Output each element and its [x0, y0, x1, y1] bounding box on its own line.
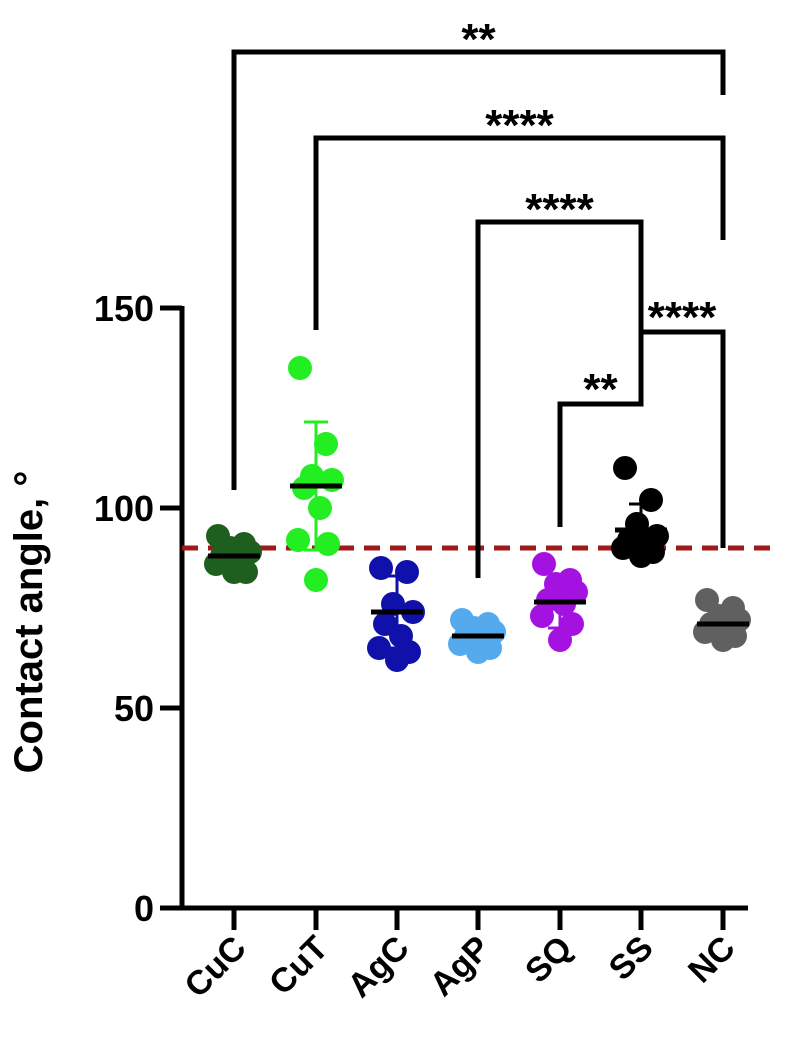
- y-tick-label-50: 50: [114, 688, 154, 729]
- data-point-agp-9: [466, 640, 490, 664]
- data-point-sq-7: [530, 604, 554, 628]
- y-tick-label-100: 100: [94, 488, 154, 529]
- x-tick-label-cut: CuT: [262, 929, 336, 1003]
- x-tick-label-ss: SS: [602, 929, 661, 988]
- x-tick-label-sq: SQ: [518, 929, 580, 991]
- data-point-sq-9: [548, 628, 572, 652]
- significance-label-sq-ss: **: [583, 365, 618, 414]
- y-tick-label-150: 150: [94, 288, 154, 329]
- data-point-agc-1: [369, 556, 393, 580]
- data-points-group: [204, 356, 751, 672]
- data-point-cut-8: [316, 532, 340, 556]
- significance-bracket-agp-ss: [475, 219, 644, 578]
- x-tick-label-agp: AgP: [423, 929, 498, 1004]
- data-point-agc-7: [367, 636, 391, 660]
- data-point-cut-7: [286, 528, 310, 552]
- data-point-ss-7: [611, 536, 635, 560]
- data-point-agc-9: [385, 648, 409, 672]
- significance-bracket-cut-nc: [313, 135, 726, 330]
- y-tick-label-0: 0: [134, 888, 154, 929]
- data-point-nc-9: [711, 628, 735, 652]
- significance-label-cut-nc: ****: [485, 101, 554, 150]
- x-tick-label-agc: AgC: [340, 929, 416, 1005]
- data-point-cut-6: [308, 496, 332, 520]
- y-axis-title: Contact angle, °: [7, 471, 51, 774]
- data-point-agc-2: [395, 560, 419, 584]
- significance-label-ss-nc: ****: [648, 293, 717, 342]
- data-point-ss-2: [639, 488, 663, 512]
- significance-bracket-cuc-nc: [231, 49, 726, 490]
- axes-group: [160, 305, 748, 930]
- x-tick-label-cuc: CuC: [177, 929, 253, 1005]
- significance-label-agp-ss: ****: [525, 185, 594, 234]
- data-point-cut-2: [314, 432, 338, 456]
- significance-bracket-ss-nc: [638, 238, 726, 548]
- x-tick-label-nc: NC: [681, 929, 743, 991]
- data-point-ss-1: [613, 456, 637, 480]
- data-point-cut-1: [288, 356, 312, 380]
- significance-brackets-group: ****************: [231, 15, 726, 578]
- significance-bracket-sq-ss: [557, 318, 644, 527]
- data-point-cut-9: [304, 568, 328, 592]
- mean-sd-group: [208, 420, 749, 652]
- data-point-sq-1: [532, 552, 556, 576]
- significance-label-cuc-nc: **: [461, 15, 496, 64]
